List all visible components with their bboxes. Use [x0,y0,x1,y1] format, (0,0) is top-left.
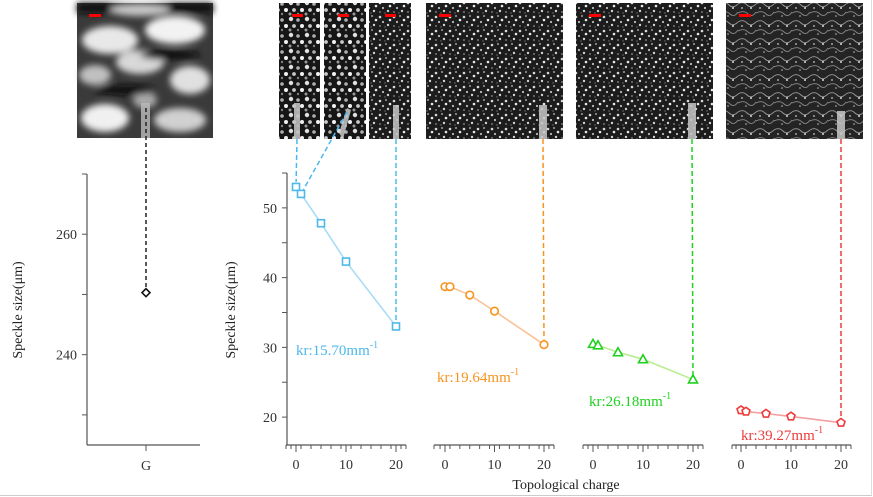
data-point [316,218,326,228]
data-point [391,322,401,331]
scale-bar [589,14,601,17]
kr-annotation: kr:19.64mm-1 [437,367,519,386]
x-tick-label: 0 [442,458,449,473]
data-point [341,257,351,266]
kr-annotation-sup: -1 [815,425,823,436]
panel-kr-15-70: 20 30 40 50 0 10 20 kr:15.70mm-1 [263,111,407,473]
y-axis-title-g: Speckle size(μm) [11,261,26,359]
data-point [786,411,796,421]
scale-bar [385,14,396,17]
series-line [295,186,397,327]
kr-annotation-sup: -1 [511,367,519,378]
x-tick-label: 0 [590,458,597,473]
data-point-diamond [140,287,152,298]
speckle-image-kr1964 [426,3,563,139]
data-point [489,306,500,316]
speckle-image-kr3927 [726,3,863,139]
y-tick-label: 50 [263,202,277,217]
scale-bar [292,14,303,17]
data-point [465,290,475,300]
y-tick-label: 40 [263,272,277,287]
speckle-image-l1 [324,3,366,139]
data-point [291,182,301,192]
data-point [687,373,699,384]
data-point [612,346,624,357]
x-tick-label: 20 [686,458,700,473]
x-axis-title: Topological charge [512,478,619,493]
y-tick-label: 20 [263,411,277,426]
y-tick-label: 30 [263,341,277,356]
scale-bar [89,14,101,17]
speckle-image-kr2618 [576,3,713,139]
x-tick-label: 10 [339,458,353,473]
data-point [539,339,549,350]
kr-annotation-text: kr:26.18mm [589,394,663,410]
kr-annotation-text: kr:19.64mm [437,370,511,386]
kr-annotation: kr:26.18mm-1 [589,391,671,410]
x-tick-label: 10 [636,458,650,473]
kr-annotation-sup: -1 [663,391,671,402]
connector-line [691,138,694,375]
x-tick-label: 10 [488,458,502,473]
x-tick-label: 20 [537,458,551,473]
panel-kr-39-27: 0 10 20 kr:39.27mm-1 [731,139,852,473]
data-point [836,417,846,427]
speckle-image-g [77,3,213,138]
kr-annotation: kr:15.70mm-1 [296,340,378,359]
speckle-image-l0 [279,3,320,139]
data-point [741,406,751,416]
scale-bar [338,14,349,17]
connector-line [542,138,545,340]
data-point [637,353,649,364]
y-tick-label: 260 [56,228,77,243]
x-tick-label: 0 [738,458,745,473]
x-tick-label: G [141,459,151,474]
kr-annotation-sup: -1 [370,340,378,351]
panel-g: 240 260 G [56,108,200,474]
image-row [77,3,863,139]
x-tick-label: 20 [389,458,403,473]
data-point [296,189,306,199]
connector-line [302,111,348,190]
data-point [592,339,604,350]
y-axis-title-main: Speckle size(μm) [224,261,239,359]
y-tick-label: 240 [56,349,77,364]
kr-annotation: kr:39.27mm-1 [741,425,823,444]
scale-bar [739,14,751,17]
kr-annotation-text: kr:39.27mm [741,428,815,444]
panel-kr-19-64: 0 10 20 kr:19.64mm-1 [433,138,555,473]
x-tick-label: 0 [293,458,300,473]
scale-bar [439,14,451,17]
kr-annotation-text: kr:15.70mm [296,343,370,359]
x-tick-label: 20 [834,458,848,473]
connector-line [295,138,298,182]
x-tick-label: 10 [784,458,798,473]
data-point [761,408,771,418]
panel-kr-26-18: 0 10 20 kr:26.18mm-1 [582,138,704,473]
data-point [445,282,455,292]
speckle-image-l20 [369,3,411,139]
